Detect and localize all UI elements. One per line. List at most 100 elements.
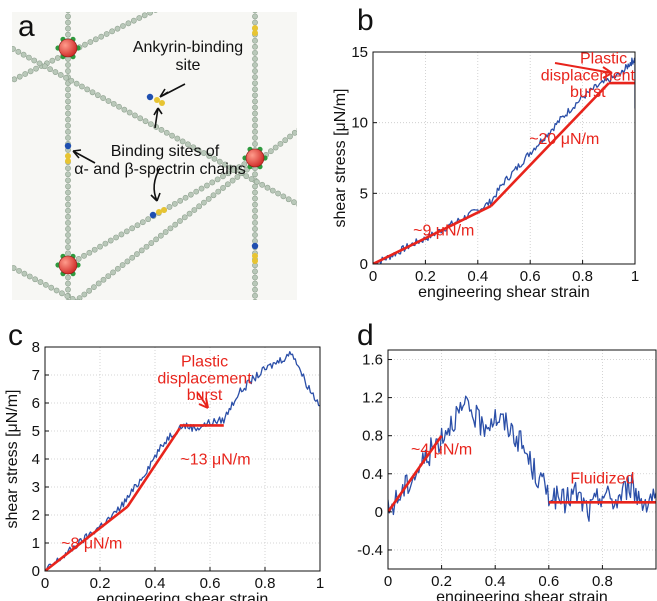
spectrin-bead xyxy=(252,2,257,7)
spectrin-bead xyxy=(365,451,370,456)
spectrin-bead xyxy=(105,273,112,280)
spectrin-bead xyxy=(113,234,119,241)
spectrin-bead xyxy=(225,170,232,177)
spectrin-bead xyxy=(120,23,126,29)
spectrin-bead xyxy=(364,75,369,80)
spectrin-bead xyxy=(67,303,72,308)
spectrin-bead xyxy=(355,234,360,239)
spectrin-bead xyxy=(26,54,32,61)
ankyrin-label: Ankyrin-binding xyxy=(133,39,243,56)
spectrin-bead xyxy=(118,231,125,238)
spectrin-bead xyxy=(39,325,44,330)
spectrin-bead xyxy=(307,208,312,213)
spectrin-bead xyxy=(82,41,88,48)
spectrin-bead xyxy=(107,237,114,244)
spectrin-bead xyxy=(287,133,293,140)
fit-line xyxy=(126,427,181,508)
annotation-label: displacement xyxy=(541,67,636,84)
spectrin-bead xyxy=(137,115,144,122)
spectrin-bead xyxy=(72,298,78,300)
spectrin-bead xyxy=(134,330,139,335)
spectrin-bead xyxy=(110,100,117,107)
y-tick-label: 0.8 xyxy=(362,428,383,445)
x-axis-label: engineering shear strain xyxy=(418,284,590,301)
x-axis-label: engineering shear strain xyxy=(436,589,608,601)
spectrin-bead xyxy=(65,31,71,38)
spectrin-bead xyxy=(53,287,60,294)
spectrin-bead xyxy=(134,251,140,257)
spectrin-bead xyxy=(69,296,76,300)
spectrin-bead xyxy=(333,434,338,439)
spectrin-bead xyxy=(350,231,355,236)
spectrin-bead xyxy=(91,246,98,253)
spectrin-bead xyxy=(252,122,258,129)
spectrin-bead xyxy=(291,129,297,136)
y-tick-label: 8 xyxy=(32,339,40,356)
y-tick-label: 0.4 xyxy=(362,466,383,483)
spectrin-bead xyxy=(65,298,71,300)
spectrin-bead xyxy=(123,228,130,235)
spectrin-bead xyxy=(42,281,49,288)
spectrin-bead xyxy=(252,201,258,208)
y-tick-label: 5 xyxy=(360,185,368,202)
spectrin-bead xyxy=(296,203,297,207)
spectrin-bead xyxy=(65,238,71,244)
spectrin-bead xyxy=(177,197,184,204)
spectrin-bead xyxy=(360,237,365,242)
x-tick-label: 0 xyxy=(41,575,49,592)
spectrin-bead xyxy=(65,122,71,129)
spectrin-bead xyxy=(65,280,71,287)
y-tick-label: 1.6 xyxy=(362,352,383,369)
spectrin-bead xyxy=(252,317,257,322)
y-tick-label: 15 xyxy=(351,44,368,61)
annotation-label: ~13 μN/m xyxy=(180,452,250,469)
x-tick-label: 1 xyxy=(631,268,639,285)
spectrin-bead xyxy=(215,188,222,195)
plot-content xyxy=(45,351,320,571)
spectrin-bead xyxy=(65,219,71,226)
spectrin-bead xyxy=(344,439,349,444)
spectrin-bead xyxy=(229,177,236,184)
spectrin-bead xyxy=(65,250,71,257)
junction-node xyxy=(245,148,265,168)
spectrin-bead xyxy=(54,55,61,61)
spectrin-bead xyxy=(86,249,93,256)
spectrin-bead xyxy=(175,0,180,2)
spectrin-bead xyxy=(59,290,65,297)
spectrin-bead xyxy=(252,141,258,147)
y-tick-label: 7 xyxy=(32,367,40,384)
spectrin-bead xyxy=(110,269,116,276)
spectrin-bead xyxy=(48,318,53,323)
spectrin-bead xyxy=(89,89,96,96)
binding-site xyxy=(65,158,71,164)
binding-site xyxy=(159,100,165,106)
spectrin-bead xyxy=(0,358,1,363)
spectrin-bead xyxy=(65,86,71,93)
binding-site xyxy=(156,209,162,215)
spectrin-bead xyxy=(252,207,258,214)
arrow xyxy=(159,83,186,98)
spectrin-bead xyxy=(147,121,154,127)
y-tick-label: 2 xyxy=(32,507,40,524)
spectrin-bead xyxy=(31,57,38,64)
spectrin-bead xyxy=(65,183,71,190)
spectrin-bead xyxy=(190,144,197,151)
spectrin-bead xyxy=(252,62,258,68)
plot-area xyxy=(388,350,656,569)
spectrin-bead xyxy=(124,324,129,329)
spectrin-bead xyxy=(12,265,17,271)
x-tick-label: 0.4 xyxy=(145,575,166,592)
spectrin-bead xyxy=(22,71,29,77)
spectrin-bead xyxy=(238,170,244,177)
spectrin-bead xyxy=(252,13,258,20)
spectrin-bead xyxy=(162,229,169,235)
x-tick-label: 0.6 xyxy=(520,268,541,285)
spectrin-bead xyxy=(252,80,258,87)
spectrin-bead xyxy=(73,80,80,87)
spectrin-bead xyxy=(381,459,386,464)
spectrin-bead xyxy=(360,448,365,453)
spectrin-bead xyxy=(119,262,126,268)
spectrin-bead xyxy=(65,226,71,232)
